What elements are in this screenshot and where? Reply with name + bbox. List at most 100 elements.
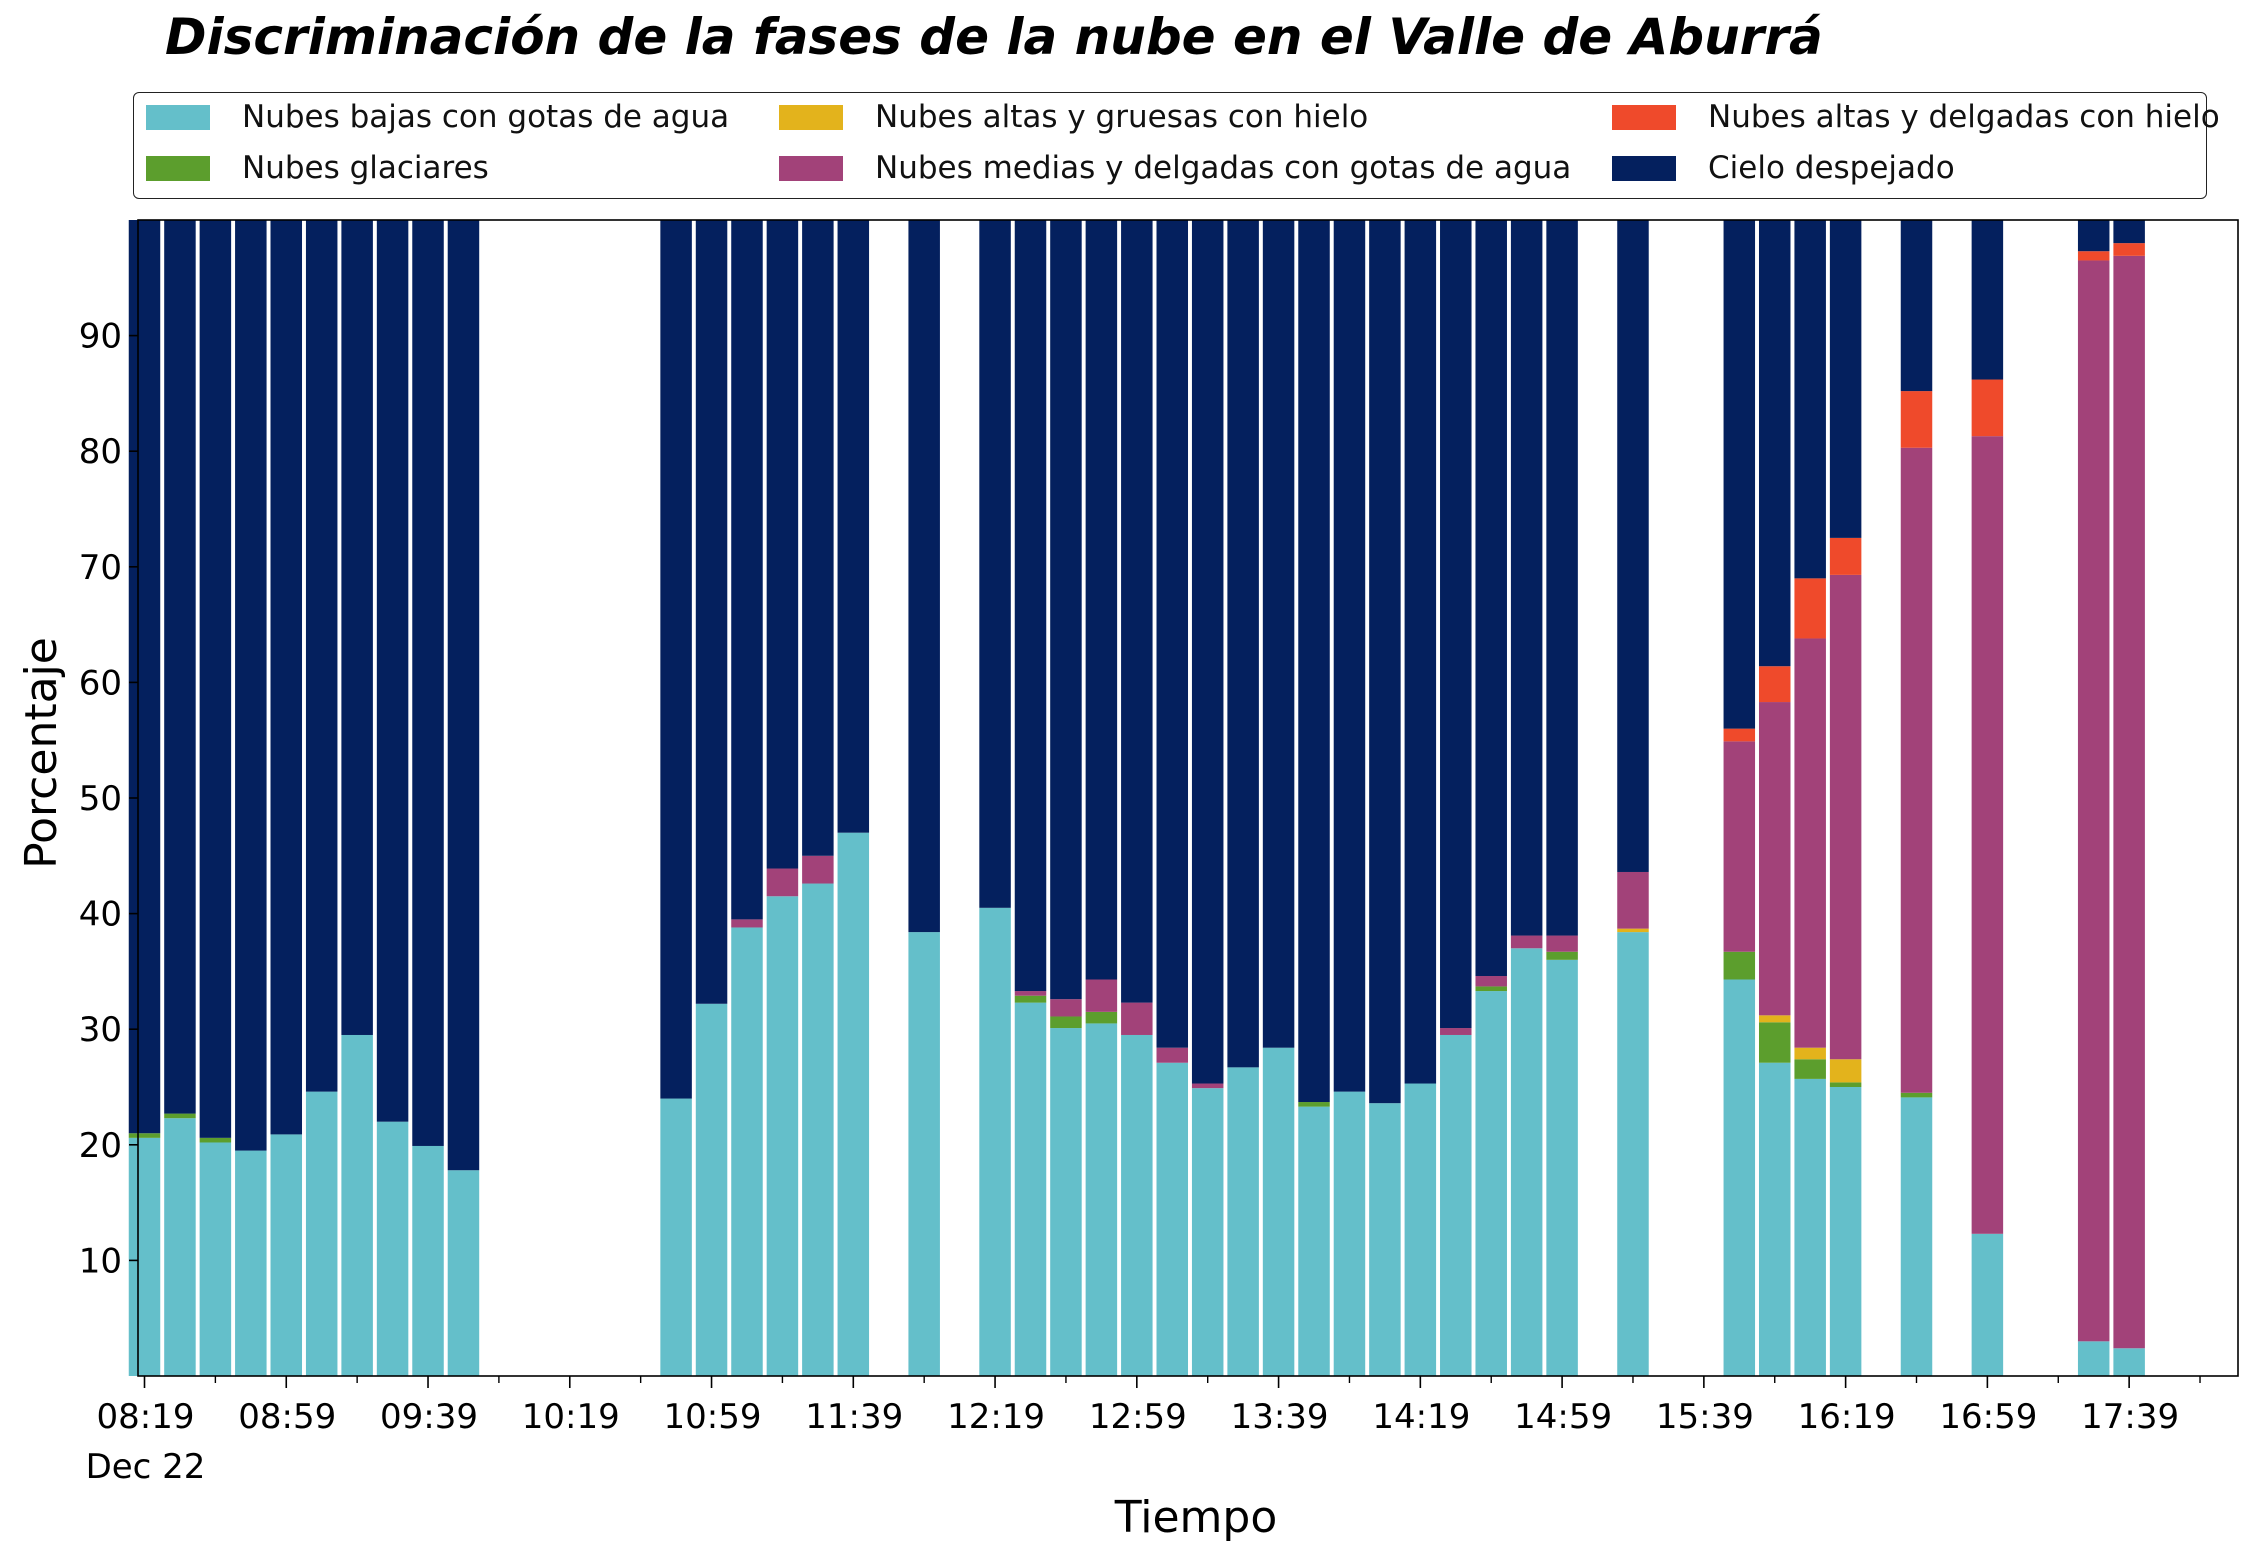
bar-1319-series-5 [1191, 220, 1224, 1084]
x-date-label: Dec 22 [86, 1447, 206, 1487]
y-tick-label-30: 30 [79, 1010, 122, 1050]
bar-1609-series-2 [1794, 1047, 1826, 1060]
bar-1639-series-5 [1900, 220, 1933, 392]
bar-1109-series-0 [731, 927, 763, 1376]
bar-1639-series-0 [1900, 1097, 1933, 1376]
x-tick-label-1339: 13:39 [1231, 1397, 1329, 1437]
bar-1229-series-0 [1014, 1002, 1047, 1376]
bar-1609-series-0 [1794, 1078, 1826, 1376]
bar-1739-series-3 [2113, 255, 2145, 1349]
bar-0929-series-0 [376, 1121, 409, 1376]
bar-0859-series-5 [270, 220, 303, 1135]
x-tick-label-1019: 10:19 [522, 1397, 620, 1437]
bar-1659-series-0 [1971, 1233, 2004, 1376]
bar-1519-series-2 [1617, 928, 1649, 933]
bar-1239-series-0 [1050, 1028, 1082, 1376]
bar-1439-series-5 [1475, 220, 1507, 977]
bar-1329-series-0 [1227, 1067, 1259, 1376]
bar-1659-series-5 [1971, 220, 2004, 380]
y-tick-label-50: 50 [79, 779, 122, 819]
legend-label-5: Cielo despejado [1708, 150, 1955, 186]
legend-item-0: Nubes bajas con gotas de agua [146, 97, 729, 137]
bar-1349-series-1 [1298, 1102, 1330, 1107]
bar-0859-series-0 [270, 1134, 303, 1376]
legend-label-1: Nubes glaciares [242, 150, 489, 186]
bar-1549-series-1 [1723, 951, 1756, 980]
bar-1129-series-5 [802, 220, 834, 856]
bar-1609-series-4 [1794, 578, 1826, 639]
y-tick-label-10: 10 [79, 1241, 122, 1281]
x-tick-label-1139: 11:39 [805, 1397, 903, 1437]
bar-1129-series-0 [802, 883, 834, 1376]
bar-1319-series-0 [1191, 1088, 1224, 1376]
bar-1139-series-0 [837, 832, 870, 1376]
legend-swatch-1 [146, 155, 210, 181]
bar-1549-series-0 [1723, 979, 1756, 1376]
bar-1339-series-5 [1262, 220, 1295, 1048]
bar-1419-series-0 [1404, 1083, 1437, 1376]
bar-0829-series-1 [164, 1113, 196, 1119]
bar-1429-series-3 [1440, 1028, 1472, 1035]
bar-0939-series-5 [412, 220, 444, 1146]
bar-1609-series-5 [1794, 220, 1826, 579]
x-axis-label: Tiempo [1114, 1492, 1278, 1543]
bar-1459-series-1 [1546, 951, 1578, 960]
bar-1519-series-5 [1617, 220, 1649, 872]
bar-1049-series-5 [660, 220, 692, 1099]
x-tick-label-1219: 12:19 [947, 1397, 1045, 1437]
bar-1519-series-3 [1617, 871, 1649, 929]
bar-1729-series-5 [2077, 220, 2110, 252]
y-tick-label-90: 90 [79, 317, 122, 357]
x-tick-label-1619: 16:19 [1798, 1397, 1896, 1437]
bar-1549-series-4 [1723, 728, 1756, 742]
bar-1119-series-0 [766, 896, 799, 1376]
legend: Nubes bajas con gotas de agua Nubes glaci… [133, 92, 2220, 199]
bar-1309-series-0 [1156, 1062, 1189, 1376]
x-tick-label-1259: 12:59 [1089, 1397, 1187, 1437]
bar-0849-series-0 [235, 1150, 267, 1376]
bar-1419-series-5 [1404, 220, 1437, 1084]
bar-1659-series-3 [1971, 436, 2004, 1234]
legend-swatch-5 [1612, 155, 1676, 181]
bar-1429-series-5 [1440, 220, 1472, 1029]
bar-1609-series-1 [1794, 1059, 1826, 1079]
legend-swatch-2 [779, 104, 843, 130]
bar-1339-series-0 [1262, 1047, 1295, 1376]
bar-1639-series-4 [1900, 391, 1933, 448]
y-tick-label-20: 20 [79, 1126, 122, 1166]
legend-swatch-4 [1612, 104, 1676, 130]
legend-label-0: Nubes bajas con gotas de agua [242, 99, 730, 135]
legend-swatch-0 [146, 104, 210, 130]
bar-0849-series-5 [235, 220, 267, 1151]
bar-1619-series-0 [1829, 1087, 1862, 1376]
bar-1619-series-5 [1829, 220, 1862, 538]
x-tick-label-1739: 17:39 [2081, 1397, 2179, 1437]
y-tick-label-80: 80 [79, 432, 122, 472]
x-tick-label-1659: 16:59 [1939, 1397, 2037, 1437]
y-tick-label-40: 40 [79, 895, 122, 935]
x-tick-label-1419: 14:19 [1372, 1397, 1470, 1437]
bar-1449-series-0 [1510, 948, 1543, 1376]
bar-1729-series-0 [2077, 1341, 2110, 1376]
bar-1059-series-0 [695, 1003, 728, 1376]
bar-1229-series-3 [1014, 991, 1047, 996]
bar-1549-series-3 [1723, 741, 1756, 952]
bar-1519-series-0 [1617, 932, 1649, 1376]
bar-0909-series-5 [305, 220, 338, 1092]
bar-1159-series-5 [908, 220, 940, 933]
bar-1619-series-1 [1829, 1082, 1862, 1087]
x-tick-label-1059: 10:59 [664, 1397, 762, 1437]
bar-1309-series-5 [1156, 220, 1189, 1048]
bar-1619-series-2 [1829, 1059, 1862, 1083]
bar-1409-series-5 [1369, 220, 1401, 1104]
bar-1129-series-3 [802, 855, 834, 884]
bar-1259-series-0 [1121, 1034, 1153, 1376]
bar-0839-series-0 [199, 1142, 232, 1376]
bar-1219-series-5 [979, 220, 1011, 908]
bar-1459-series-5 [1546, 220, 1578, 936]
bar-1619-series-3 [1829, 574, 1862, 1060]
bar-1249-series-1 [1085, 1011, 1118, 1024]
bar-1349-series-0 [1298, 1106, 1330, 1376]
bar-1119-series-3 [766, 868, 799, 897]
